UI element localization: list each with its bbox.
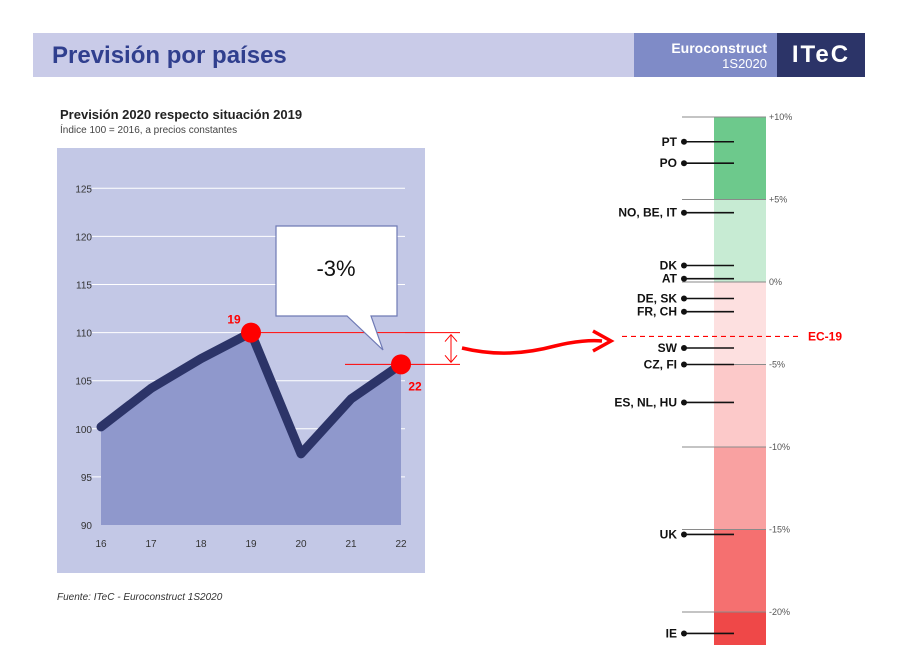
country-marker-dot: [681, 531, 687, 538]
country-label: AT: [662, 272, 678, 286]
country-label: FR, CH: [637, 305, 677, 319]
page-title: Previsión por países: [52, 42, 287, 69]
chart-title: Previsión 2020 respecto situación 2019: [60, 107, 303, 122]
country-marker-dot: [681, 295, 687, 302]
y-tick-label: 110: [76, 329, 92, 340]
y-tick-label: 90: [81, 521, 93, 532]
country-marker-dot: [681, 308, 687, 315]
bracket-arrow-up: [444, 333, 458, 342]
callout-text: -3%: [316, 256, 355, 281]
y-tick-label: 125: [75, 184, 92, 195]
y-tick-label: 115: [76, 281, 92, 292]
connector-arrowhead: [592, 329, 615, 353]
x-tick-label: 20: [295, 539, 307, 550]
country-marker-dot: [681, 361, 687, 368]
scale-band: [714, 364, 766, 447]
country-marker-dot: [681, 630, 687, 637]
scale-label: -20%: [769, 607, 790, 617]
brand-edition: 1S2020: [722, 56, 767, 71]
point-label-19: 19: [227, 313, 241, 327]
series-area: [101, 332, 401, 525]
country-marker-dot: [681, 160, 687, 167]
x-tick-label: 18: [195, 539, 207, 550]
country-label: UK: [660, 527, 678, 541]
brand-badge: Euroconstruct 1S2020: [634, 33, 777, 77]
brand-name: Euroconstruct: [671, 40, 767, 56]
scale-band: [714, 117, 766, 200]
scale-label: +5%: [769, 195, 787, 205]
x-tick-label: 16: [95, 539, 107, 550]
country-marker-dot: [681, 209, 687, 216]
scale-band: [714, 529, 766, 612]
country-label: DE, SK: [637, 292, 677, 306]
country-label: NO, BE, IT: [618, 206, 677, 220]
country-marker-dot: [681, 138, 687, 145]
chart-source: Fuente: ITeC - Euroconstruct 1S2020: [57, 592, 223, 603]
y-tick-label: 100: [75, 425, 92, 436]
bracket-arrow-down: [444, 355, 458, 364]
country-label: CZ, FI: [644, 358, 677, 372]
country-label: DK: [660, 259, 678, 273]
country-label: PO: [660, 156, 677, 170]
x-tick-label: 22: [395, 539, 407, 550]
scale-label: -5%: [769, 360, 785, 370]
country-marker-dot: [681, 275, 687, 282]
scale-band: [714, 612, 766, 645]
y-tick-label: 105: [75, 377, 92, 388]
country-label: PT: [662, 135, 678, 149]
y-tick-label: 120: [75, 232, 92, 243]
scale-label: -10%: [769, 442, 790, 452]
scale-band: [714, 282, 766, 365]
ec19-label: EC-19: [808, 329, 842, 343]
scale-label: 0%: [769, 277, 782, 287]
chart-subtitle: Índice 100 = 2016, a precios constantes: [60, 125, 238, 136]
x-tick-label: 17: [145, 539, 157, 550]
connector-arrow: [461, 338, 603, 355]
highlight-point-22: [391, 354, 411, 375]
country-label: IE: [666, 626, 677, 640]
scale-band: [714, 199, 766, 282]
country-marker-dot: [681, 262, 687, 269]
callout-bubble: [275, 225, 398, 351]
country-label: SW: [658, 341, 678, 355]
point-label-22: 22: [408, 379, 422, 393]
scale-band: [714, 447, 766, 530]
country-label: ES, NL, HU: [614, 395, 677, 409]
scale-label: +10%: [769, 112, 792, 122]
x-tick-label: 21: [345, 539, 357, 550]
itec-logo: ITeC: [777, 33, 865, 77]
x-tick-label: 19: [245, 539, 257, 550]
y-tick-label: 95: [81, 473, 93, 484]
country-marker-dot: [681, 345, 687, 351]
highlight-point-19: [241, 322, 261, 343]
scale-label: -15%: [769, 525, 790, 535]
country-marker-dot: [681, 399, 687, 406]
